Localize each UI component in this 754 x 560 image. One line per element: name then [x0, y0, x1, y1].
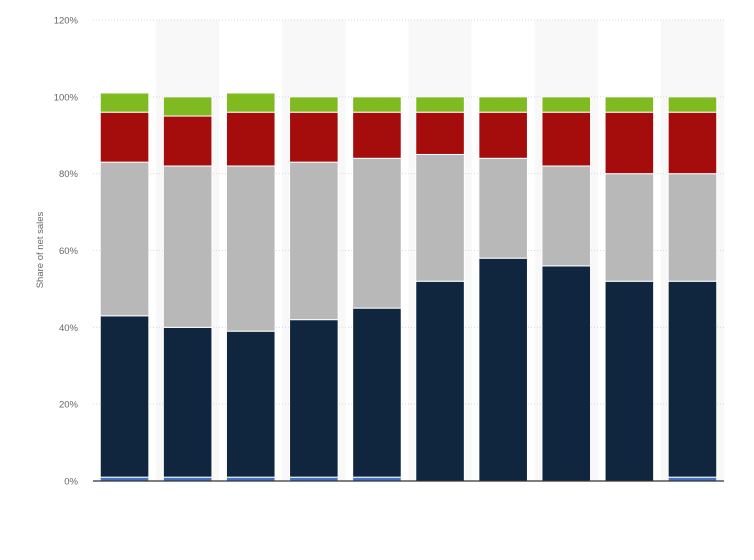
y-tick-label: 120% [54, 16, 79, 27]
bar-segment-series-2 [352, 307, 402, 478]
bar-stacks [99, 92, 718, 482]
bar-stack [415, 96, 465, 482]
bar-segment-series-4 [289, 111, 339, 163]
bar-segment-series-3 [162, 165, 213, 328]
bar-segment-series-4 [415, 111, 465, 155]
bar-segment-series-3 [667, 173, 718, 282]
bar-segment-series-2 [415, 280, 465, 482]
y-tick-label: 60% [59, 246, 79, 257]
bar-segment-series-3 [289, 161, 339, 321]
y-tick-label: 80% [59, 169, 79, 180]
bar-segment-series-5 [352, 96, 402, 113]
y-tick-label: 20% [59, 400, 79, 411]
bar-segment-series-5 [478, 96, 528, 113]
bar-segment-series-2 [478, 257, 528, 482]
bar-segment-series-2 [541, 265, 592, 482]
bar-segment-series-2 [289, 319, 339, 478]
y-axis-title: Share of net sales [35, 211, 46, 288]
bar-segment-series-4 [541, 111, 592, 167]
bar-stack [162, 96, 213, 482]
bar-stack [478, 96, 528, 482]
bar-segment-series-4 [99, 111, 150, 163]
bar-segment-series-5 [99, 92, 150, 113]
bar-segment-series-5 [225, 92, 276, 113]
bar-segment-series-2 [162, 326, 213, 478]
bar-segment-series-4 [352, 111, 402, 159]
bar-segment-series-3 [99, 161, 150, 317]
bar-segment-series-3 [478, 157, 528, 259]
bar-segment-series-4 [162, 115, 213, 167]
bar-segment-series-3 [225, 165, 276, 332]
bar-segment-series-4 [225, 111, 276, 167]
bar-segment-series-4 [478, 111, 528, 159]
bar-segment-series-5 [541, 96, 592, 113]
bar-segment-series-4 [604, 111, 655, 175]
bar-stack [667, 96, 718, 482]
bar-segment-series-4 [667, 111, 718, 175]
bar-segment-series-5 [289, 96, 339, 113]
bar-segment-series-2 [604, 280, 655, 482]
bar-segment-series-3 [352, 157, 402, 309]
bar-segment-series-5 [667, 96, 718, 113]
bar-segment-series-5 [415, 96, 465, 113]
bar-segment-series-2 [99, 315, 150, 478]
y-tick-label: 100% [54, 92, 79, 103]
bar-segment-series-5 [162, 96, 213, 117]
bar-stack [99, 92, 150, 482]
bar-segment-series-2 [225, 330, 276, 478]
y-tick-label: 0% [64, 477, 78, 488]
bar-segment-series-3 [415, 153, 465, 282]
y-tick-label: 40% [59, 323, 79, 334]
bar-stack [289, 96, 339, 482]
axes: 0% 20% 40% 60% 80% 100% 120% [54, 16, 724, 488]
bar-segment-series-3 [604, 173, 655, 282]
bar-stack [604, 96, 655, 482]
bar-stack [541, 96, 592, 482]
bar-segment-series-5 [604, 96, 655, 113]
bar-stack [352, 96, 402, 482]
bar-segment-series-3 [541, 165, 592, 267]
bar-stack [225, 92, 276, 482]
bar-segment-series-2 [667, 280, 718, 478]
